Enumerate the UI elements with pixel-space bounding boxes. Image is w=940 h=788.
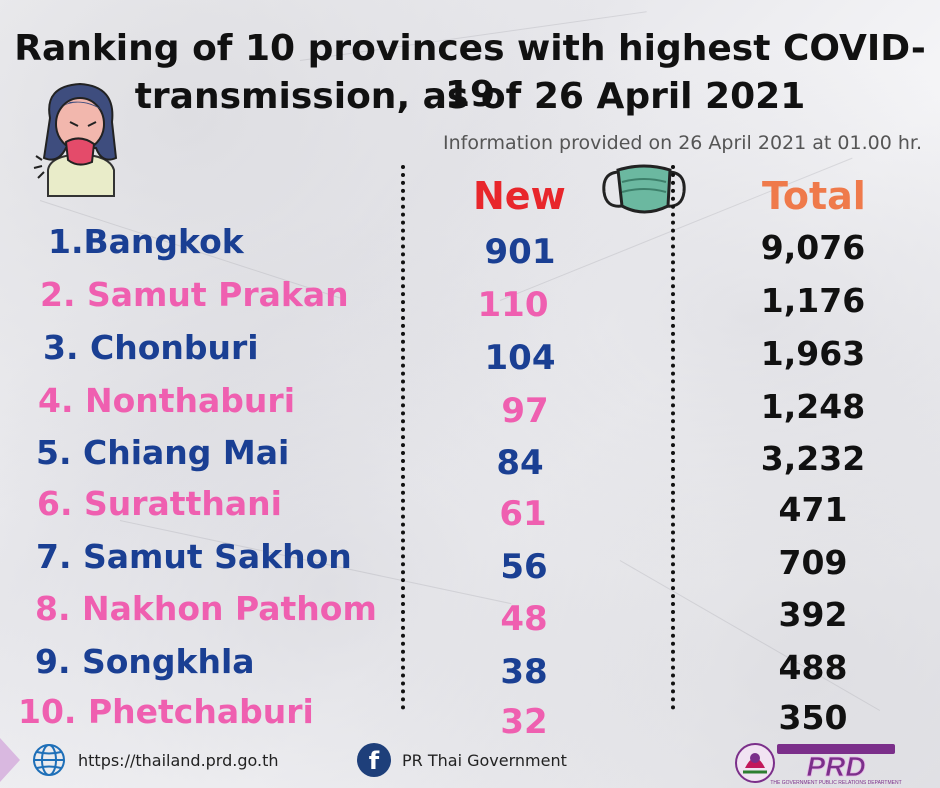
province-name: 9. Songkhla bbox=[35, 642, 255, 681]
table-row: 2. Samut Prakan 110 1,176 bbox=[0, 275, 940, 327]
table-row: 3. Chonburi 104 1,963 bbox=[0, 328, 940, 380]
new-cases-value: 38 bbox=[500, 652, 548, 692]
new-cases-value: 84 bbox=[496, 443, 544, 483]
facebook-page-link[interactable]: PR Thai Government bbox=[402, 751, 567, 770]
table-row: 6. Suratthani 61 471 bbox=[0, 484, 940, 536]
new-cases-value: 32 bbox=[500, 702, 548, 742]
new-cases-value: 61 bbox=[499, 494, 547, 534]
globe-icon bbox=[33, 744, 65, 776]
new-cases-value: 97 bbox=[501, 391, 549, 431]
total-cases-value: 488 bbox=[778, 648, 848, 687]
prd-logo: PRD THE GOVERNMENT PUBLIC RELATIONS DEPA… bbox=[735, 743, 902, 786]
province-name: 7. Samut Sakhon bbox=[36, 537, 352, 576]
total-cases-value: 392 bbox=[778, 595, 848, 634]
face-mask-icon bbox=[602, 164, 686, 214]
new-cases-value: 110 bbox=[477, 285, 549, 325]
province-name: 10. Phetchaburi bbox=[18, 692, 314, 731]
website-link[interactable]: https://thailand.prd.go.th bbox=[78, 751, 279, 770]
total-cases-value: 709 bbox=[778, 543, 848, 582]
province-name: 5. Chiang Mai bbox=[36, 433, 290, 472]
svg-text:PRD: PRD bbox=[806, 751, 865, 782]
facebook-icon: f bbox=[357, 743, 391, 777]
new-cases-value: 56 bbox=[500, 547, 548, 587]
table-row: 9. Songkhla 38 488 bbox=[0, 642, 940, 694]
column-divider bbox=[671, 165, 675, 710]
info-note: Information provided on 26 April 2021 at… bbox=[443, 132, 922, 154]
total-cases-value: 350 bbox=[778, 698, 848, 737]
new-cases-value: 48 bbox=[500, 599, 548, 639]
total-cases-value: 3,232 bbox=[760, 439, 866, 478]
column-header-new: New bbox=[473, 174, 566, 218]
province-name: 1.Bangkok bbox=[48, 222, 244, 261]
table-row: 8. Nakhon Pathom 48 392 bbox=[0, 589, 940, 641]
page-title-line-1: Ranking of 10 provinces with highest COV… bbox=[14, 28, 926, 115]
table-row: 5. Chiang Mai 84 3,232 bbox=[0, 433, 940, 485]
total-cases-value: 9,076 bbox=[760, 228, 866, 267]
total-cases-value: 1,248 bbox=[760, 387, 866, 426]
province-name: 4. Nonthaburi bbox=[38, 381, 296, 420]
table-row: 7. Samut Sakhon 56 709 bbox=[0, 537, 940, 589]
total-cases-value: 471 bbox=[778, 490, 848, 529]
province-name: 6. Suratthani bbox=[37, 484, 282, 523]
province-name: 8. Nakhon Pathom bbox=[35, 589, 377, 628]
column-divider bbox=[401, 165, 405, 710]
table-row: 10. Phetchaburi 32 350 bbox=[0, 692, 940, 744]
new-cases-value: 901 bbox=[484, 232, 556, 272]
table-row: 4. Nonthaburi 97 1,248 bbox=[0, 381, 940, 433]
page-title-line-2: transmission, as of 26 April 2021 bbox=[134, 76, 806, 117]
province-name: 3. Chonburi bbox=[43, 328, 259, 367]
footer-arrow-decoration bbox=[0, 738, 20, 782]
total-cases-value: 1,963 bbox=[760, 334, 866, 373]
column-header-total: Total bbox=[762, 174, 866, 218]
table-row: 1.Bangkok 901 9,076 bbox=[0, 222, 940, 274]
total-cases-value: 1,176 bbox=[760, 281, 866, 320]
sick-person-icon bbox=[33, 82, 118, 197]
province-name: 2. Samut Prakan bbox=[40, 275, 349, 314]
svg-text:THE GOVERNMENT PUBLIC RELATION: THE GOVERNMENT PUBLIC RELATIONS DEPARTME… bbox=[770, 780, 901, 786]
new-cases-value: 104 bbox=[484, 338, 556, 378]
